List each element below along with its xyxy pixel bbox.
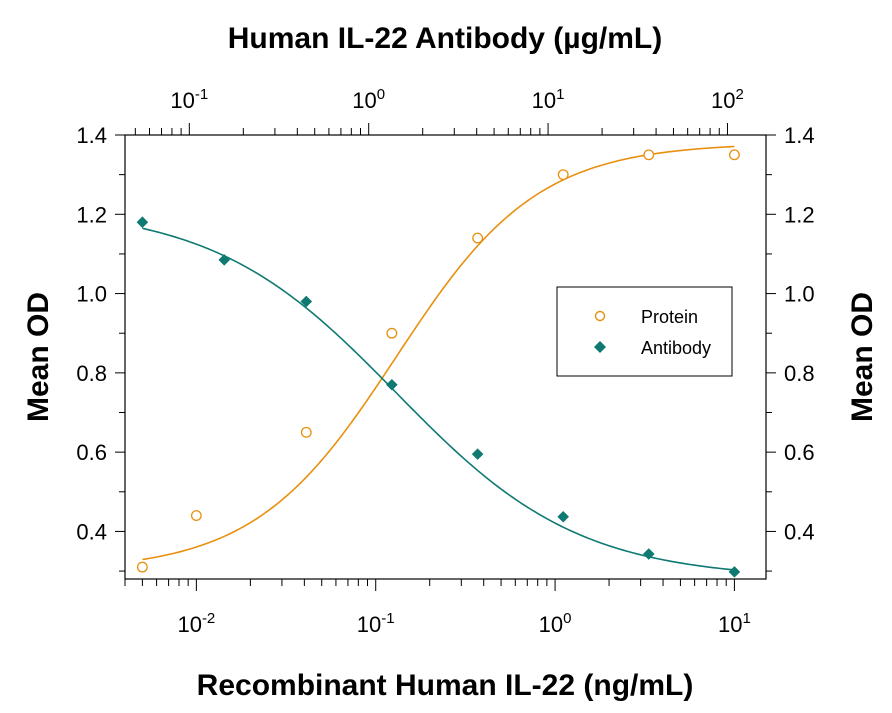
- data-point-protein: [557, 169, 569, 181]
- y-tick-label-right: 1.2: [784, 202, 815, 227]
- data-point-protein: [190, 510, 202, 522]
- fit-curve-protein: [142, 145, 735, 561]
- data-point-antibody: [386, 378, 398, 391]
- legend-antibody-marker: [594, 341, 606, 353]
- fit-curves: [142, 145, 735, 571]
- x-tick-label-bottom: 101: [718, 610, 751, 637]
- legend-protein-label: Protein: [641, 307, 698, 327]
- data-point-antibody: [557, 510, 569, 523]
- data-points: [136, 149, 741, 578]
- y-axis-title-right: Mean OD: [846, 292, 879, 422]
- x-tick-label-top: 10-1: [170, 86, 208, 113]
- data-point-antibody: [300, 295, 313, 308]
- data-point-antibody: [136, 216, 149, 229]
- y-axis-title-left: Mean OD: [22, 292, 55, 422]
- y-tick-label-left: 0.8: [76, 361, 107, 386]
- top-axis-title: Human IL-22 Antibody (µg/mL): [228, 22, 663, 55]
- y-tick-label-left: 1.4: [76, 123, 107, 148]
- tick-marks: [115, 123, 776, 591]
- legend: Protein Antibody: [556, 286, 733, 377]
- x-tick-label-bottom: 10-1: [357, 610, 395, 637]
- data-point-antibody: [728, 566, 741, 578]
- y-tick-label-left: 1.0: [76, 282, 107, 307]
- x-tick-label-bottom: 10-2: [177, 610, 215, 637]
- data-point-antibody: [471, 448, 484, 460]
- data-point-protein: [300, 426, 312, 438]
- legend-protein-marker: [594, 310, 606, 322]
- y-tick-label-left: 1.2: [76, 202, 107, 227]
- y-tick-label-left: 0.6: [76, 440, 107, 465]
- data-point-antibody: [218, 254, 231, 266]
- y-tick-label-right: 1.4: [784, 123, 815, 148]
- x-tick-label-top: 102: [711, 86, 744, 113]
- legend-antibody-label: Antibody: [641, 338, 711, 358]
- plot-frame: [124, 134, 767, 580]
- fit-curve-antibody: [142, 227, 735, 571]
- x-tick-label-bottom: 100: [539, 610, 572, 637]
- tick-labels: 0.4 0.4 0.6 0.6 0.8 0.8 1.0 1.0 1.2 1.2 1.4 1.4 10-2…: [76, 86, 814, 637]
- data-point-antibody: [642, 548, 655, 560]
- y-tick-label-left: 0.4: [76, 519, 107, 544]
- legend-box: [556, 286, 733, 377]
- x-tick-label-top: 100: [352, 86, 385, 113]
- data-point-protein: [472, 232, 484, 244]
- x-tick-label-top: 101: [532, 86, 565, 113]
- data-point-protein: [643, 149, 655, 161]
- x-axis-title: Recombinant Human IL-22 (ng/mL): [197, 669, 694, 702]
- y-tick-label-right: 0.6: [784, 440, 815, 465]
- y-tick-label-right: 1.0: [784, 282, 815, 307]
- y-tick-label-right: 0.4: [784, 519, 815, 544]
- data-point-protein: [728, 149, 740, 161]
- y-tick-label-right: 0.8: [784, 361, 815, 386]
- data-point-protein: [386, 327, 398, 339]
- data-point-protein: [136, 561, 148, 573]
